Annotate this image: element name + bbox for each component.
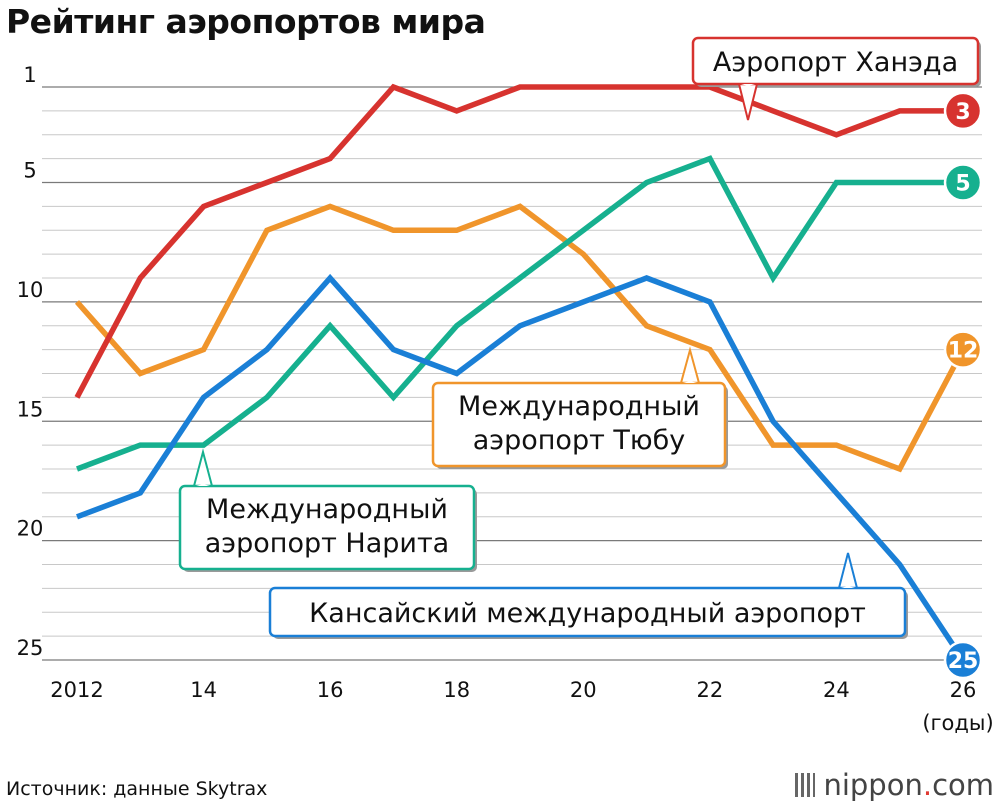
y-tick-label: 10 [17, 278, 44, 302]
end-badge-circle [943, 91, 983, 131]
series-line-chubu [74, 203, 966, 473]
callout-pointer-join [683, 381, 697, 383]
x-tick-label: 20 [570, 678, 597, 702]
end-badge-value: 5 [955, 172, 970, 197]
x-axis-label: (годы) [922, 711, 993, 735]
y-tick-label: 5 [23, 159, 36, 183]
brand-tld: com [932, 768, 994, 802]
end-badge-circle [943, 640, 983, 680]
grid-lines [42, 86, 982, 661]
callout-pointer [837, 552, 859, 589]
callout-text: Международный [206, 494, 448, 525]
callout-kansai: Кансайский международный аэропорт [268, 552, 908, 639]
x-tick-label: 16 [317, 678, 344, 702]
series-lines [74, 83, 966, 662]
callout-text: аэропорт Нарита [205, 528, 449, 559]
y-tick-label: 1 [23, 63, 36, 87]
end-badge-chubu: 12 [943, 330, 983, 369]
callout-box [431, 381, 727, 468]
callout-pointer-join [841, 586, 855, 588]
x-axis-ticks: 2012 14 16 18 20 22 24 26 (годы) [50, 678, 993, 735]
y-tick-label: 15 [17, 397, 44, 421]
x-tick-label: 24 [823, 678, 850, 702]
end-badge-value: 12 [948, 339, 979, 364]
series-line-kansai [76, 273, 966, 662]
callout-haneda: Аэропорт Ханэда [691, 36, 981, 121]
x-tick-label: 22 [696, 678, 723, 702]
brand-dot: . [922, 768, 933, 802]
end-badge-value: 3 [955, 100, 970, 125]
x-tick-label: 14 [190, 678, 217, 702]
end-badge-kansai: 25 [943, 640, 983, 680]
brand-mark-icon [795, 773, 816, 797]
end-badge-haneda: 3 [943, 91, 983, 131]
callout-text: Аэропорт Ханэда [713, 47, 958, 78]
callout-pointer-join [196, 484, 210, 486]
series-line-narita [76, 155, 963, 472]
end-badge-circle [943, 163, 983, 202]
source-note: Источник: данные Skytrax [6, 778, 268, 800]
callout-box [268, 586, 907, 638]
x-tick-label: 2012 [50, 678, 103, 702]
chart-title: Рейтинг аэропортов мира [6, 2, 486, 41]
callout-box [691, 36, 980, 86]
brand-logo: nippon.com [795, 768, 994, 802]
callout-pointer-join [741, 84, 755, 86]
x-tick-label: 18 [443, 678, 470, 702]
callout-text: аэропорт Тюбу [473, 425, 686, 456]
end-badge-value: 25 [948, 649, 979, 674]
callout-text: Международный [458, 391, 700, 422]
brand-name: nippon [823, 768, 923, 802]
callout-box [178, 484, 476, 571]
callout-pointer [679, 346, 701, 384]
end-value-badges: 3 5 12 25 [943, 91, 983, 680]
y-tick-label: 25 [17, 636, 44, 660]
end-badge-narita: 5 [943, 163, 983, 202]
series-line-haneda [74, 83, 963, 399]
end-badge-circle [943, 330, 983, 369]
x-tick-label: 26 [950, 678, 977, 702]
callout-text: Кансайский международный аэропорт [309, 598, 866, 629]
y-tick-label: 20 [17, 517, 44, 541]
